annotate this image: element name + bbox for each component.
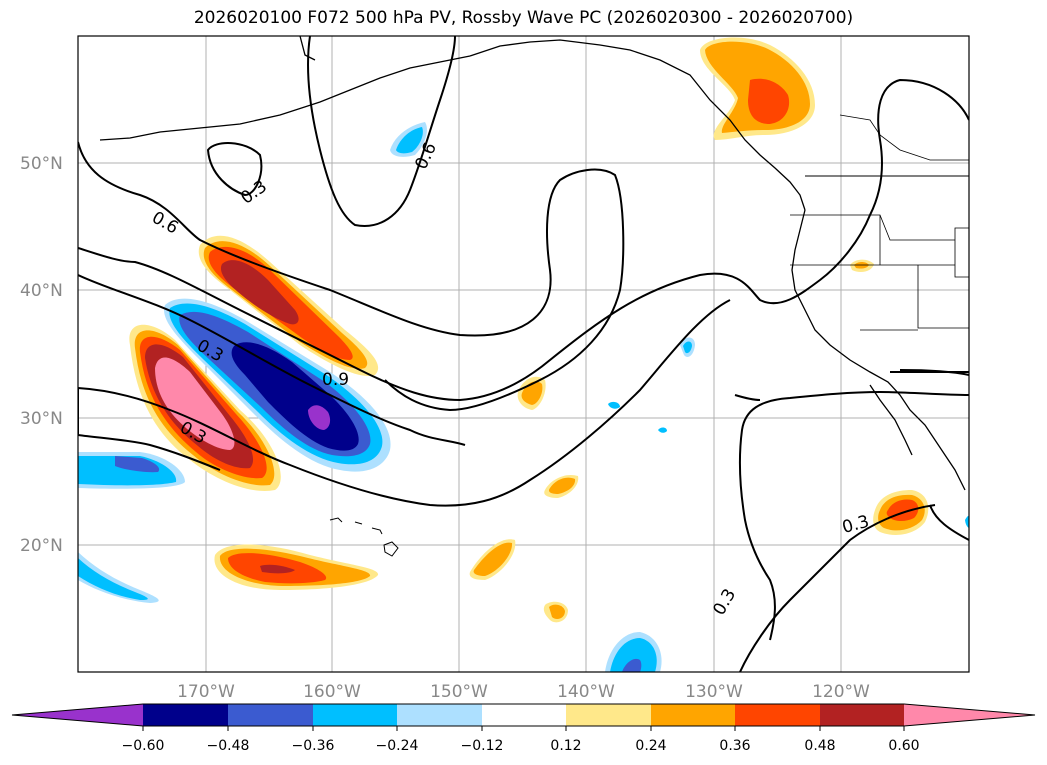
contour-label-0.9: 0.9 — [322, 370, 349, 390]
lat-label-50n: 50°N — [20, 154, 63, 174]
lon-label-130w: 130°W — [685, 682, 743, 702]
lon-label-140w: 140°W — [557, 682, 615, 702]
colorbar-extend-min — [12, 704, 143, 726]
colorbar-bin — [143, 704, 228, 726]
colorbar-tick-label: −0.36 — [292, 738, 335, 754]
lat-label-20n: 20°N — [20, 536, 63, 556]
colorbar-tick-label: 0.36 — [719, 738, 750, 754]
positive-anomaly-nw — [198, 235, 379, 376]
lon-label-120w: 120°W — [812, 682, 870, 702]
colorbar-bin — [651, 704, 735, 726]
colorbar-tick-label: −0.12 — [461, 738, 504, 754]
colorbar-bin — [482, 704, 566, 726]
pv-contours — [78, 36, 969, 672]
colorbar-bin — [735, 704, 820, 726]
colorbar-bin — [820, 704, 904, 726]
colorbar: −0.60 −0.48 −0.36 −0.24 −0.12 0.12 0.24 … — [11, 703, 1036, 754]
pv-anomaly-fills — [78, 37, 969, 672]
colorbar-tick-label: 0.48 — [804, 738, 835, 754]
lon-label-170w: 170°W — [177, 682, 235, 702]
colorbar-tick-marks — [142, 726, 905, 731]
latitude-labels: 50°N 40°N 30°N 20°N — [20, 154, 63, 556]
lat-label-30n: 30°N — [20, 409, 63, 429]
coastlines — [99, 36, 969, 557]
negative-anomaly-west — [78, 452, 185, 603]
positive-anomaly-sw — [129, 324, 281, 491]
colorbar-tick-label: −0.24 — [376, 738, 419, 754]
colorbar-extend-max — [904, 704, 1035, 726]
longitude-labels: 170°W 160°W 150°W 140°W 130°W 120°W — [177, 682, 870, 702]
lat-label-40n: 40°N — [20, 281, 63, 301]
map-title: 2026020100 F072 500 hPa PV, Rossby Wave … — [193, 8, 854, 28]
colorbar-tick-label: 0.60 — [888, 738, 919, 754]
colorbar-bin — [228, 704, 313, 726]
map-panel: 0.3 0.6 0.6 0.3 0.9 0.3 0.3 0.3 — [78, 36, 969, 672]
colorbar-tick-label: −0.60 — [122, 738, 165, 754]
colorbar-bin — [566, 704, 651, 726]
small-anomalies — [390, 122, 969, 672]
colorbar-tick-label: −0.48 — [207, 738, 250, 754]
positive-anomaly-south — [214, 544, 379, 590]
colorbar-tick-label: 0.12 — [550, 738, 581, 754]
colorbar-tick-label: 0.24 — [635, 738, 666, 754]
map-frame — [77, 35, 970, 673]
negative-anomaly-central — [164, 298, 391, 472]
lon-label-150w: 150°W — [430, 682, 488, 702]
colorbar-bin — [313, 704, 397, 726]
lon-label-160w: 160°W — [303, 682, 361, 702]
colorbar-bin — [397, 704, 482, 726]
